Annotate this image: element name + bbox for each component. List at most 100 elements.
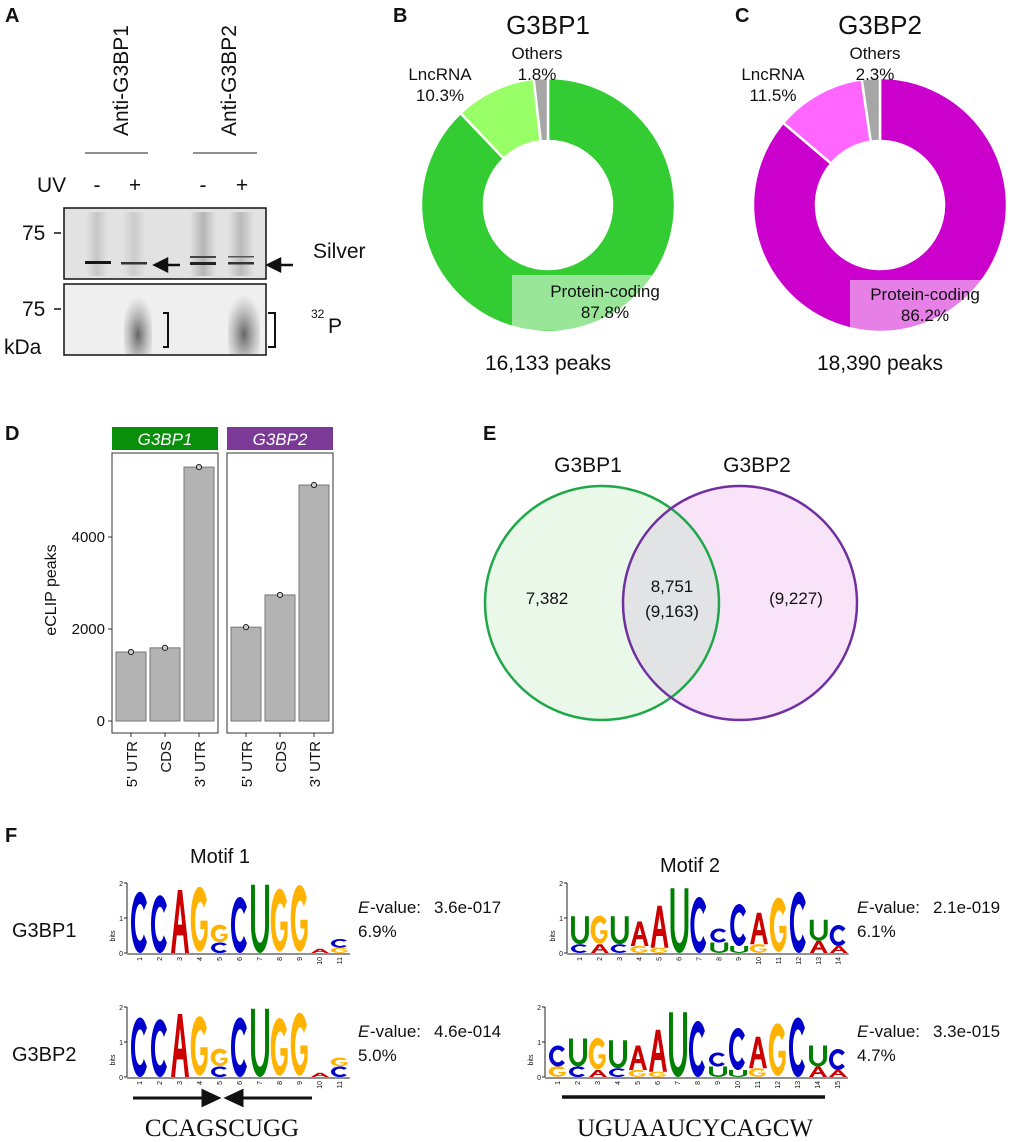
logo-letter-A <box>311 1072 329 1077</box>
x-tick-label: 3' UTR <box>307 741 324 787</box>
donut-total-label: 16,133 peaks <box>485 352 611 375</box>
logo-letter-G <box>588 1037 606 1070</box>
arrow-left-icon <box>265 256 293 274</box>
site-percent: 6.9% <box>358 922 397 941</box>
evalue-suffix: -value: <box>370 898 421 917</box>
site-percent: 5.0% <box>358 1046 397 1065</box>
donut-slice-others <box>532 76 550 143</box>
lane-group-label-2: Anti-G3BP2 <box>218 25 241 136</box>
logo-position-label: 8 <box>716 957 723 961</box>
logo-letter-G <box>290 885 308 952</box>
logo-position-label: 10 <box>735 1081 742 1089</box>
venn-count-g3bp2-only: (9,227) <box>769 589 823 608</box>
bracket-icon <box>268 312 276 348</box>
venn-outline-g3bp1 <box>483 484 721 722</box>
logo-y-tick-label: 0 <box>559 951 563 958</box>
logo-letter-G <box>628 1069 646 1077</box>
logo-letter-G <box>748 1068 766 1077</box>
donut-slice-protein-coding <box>419 76 677 334</box>
logo-position-label: 10 <box>317 1081 324 1089</box>
uv-state-1: - <box>94 174 101 197</box>
slice-percent: 86.2% <box>901 306 949 325</box>
logo-position-label: 11 <box>755 1081 762 1088</box>
evalue-value: 2.1e-019 <box>933 898 1000 917</box>
logo-position-label: 6 <box>655 1081 662 1085</box>
data-point <box>127 648 135 656</box>
logo-letter-C <box>708 1052 725 1067</box>
logo-y-tick-label: 2 <box>559 881 563 888</box>
venn-overlap <box>623 486 719 720</box>
logo-position-label: 7 <box>257 957 264 961</box>
bar <box>115 651 147 722</box>
silver-label: Silver <box>313 240 366 263</box>
logo-position-label: 5 <box>657 957 664 961</box>
band <box>228 262 254 265</box>
logo-letter-C <box>690 897 707 953</box>
label-backdrop <box>512 275 670 330</box>
label-backdrop <box>850 280 1005 333</box>
logo-letter-U <box>251 1008 269 1077</box>
logo-y-tick-label: 0 <box>119 1075 123 1082</box>
logo-position-label: 6 <box>237 1081 244 1085</box>
logo-position-label: 2 <box>157 1081 164 1085</box>
marker-75-p32: 75 <box>22 298 45 321</box>
logo-letter-G <box>648 1071 666 1077</box>
logo-position-label: 13 <box>795 1081 802 1089</box>
silver-lane-4 <box>228 212 254 276</box>
logo-position-label: 15 <box>835 1081 842 1089</box>
logo-letter-U <box>729 1070 747 1077</box>
logo-y-tick-label: 1 <box>119 1040 123 1047</box>
motif-row-label: G3BP2 <box>12 1044 76 1066</box>
slice-label: Protein-coding <box>550 282 660 301</box>
logo-letter-C <box>688 1021 705 1077</box>
bar <box>298 484 330 722</box>
bar <box>183 466 215 722</box>
logo-y-tick-label: 1 <box>559 916 563 923</box>
slice-percent: 1.8% <box>518 65 557 84</box>
logo-letter-U <box>710 942 729 953</box>
logo-letter-C <box>210 1066 227 1077</box>
uv-state-3: - <box>200 174 207 197</box>
logo-letter-U <box>609 1040 627 1069</box>
logo-position-label: 12 <box>775 1081 782 1089</box>
evalue-prefix: E <box>857 898 869 917</box>
facet-label: G3BP2 <box>253 430 308 449</box>
slice-label: Others <box>849 44 900 63</box>
logo-position-label: 4 <box>197 957 204 961</box>
logo-axis-label: bits <box>550 930 557 941</box>
logo-axis-label: bits <box>110 930 117 941</box>
logo-position-label: 6 <box>676 957 683 961</box>
logo-letter-C <box>330 939 347 948</box>
facet-label: G3BP1 <box>138 430 193 449</box>
arrow-left-icon <box>223 1088 312 1108</box>
logo-letter-A <box>829 1070 847 1077</box>
logo-position-label: 3 <box>595 1081 602 1085</box>
logo-position-label: 7 <box>257 1081 264 1085</box>
x-tick-label: CDS <box>273 741 290 773</box>
venn-set-label: G3BP2 <box>723 454 791 477</box>
evalue-suffix: -value: <box>869 898 920 917</box>
venn-count-overlap-alt: (9,163) <box>645 602 699 621</box>
data-point <box>195 463 203 471</box>
logo-letter-C <box>210 942 227 953</box>
motif-title: Motif 1 <box>190 846 250 868</box>
band <box>121 262 147 265</box>
marker-75-silver: 75 <box>22 222 45 245</box>
logo-letter-A <box>590 944 609 953</box>
logo-position-label: 10 <box>756 957 763 965</box>
logo-letter-U <box>610 916 629 945</box>
logo-position-label: 14 <box>836 957 843 965</box>
slice-label: Protein-coding <box>870 285 980 304</box>
logo-position-label: 3 <box>177 957 184 961</box>
x-tick-label: 3' UTR <box>192 741 209 787</box>
logo-letter-C <box>608 1068 625 1077</box>
logo-position-label: 12 <box>796 957 803 965</box>
logo-letter-C <box>130 891 147 953</box>
logo-letter-C <box>789 891 806 953</box>
logo-position-label: 7 <box>696 957 703 961</box>
logo-letter-C <box>828 1049 845 1070</box>
logo-letter-A <box>650 905 669 948</box>
logo-letter-C <box>130 1017 147 1077</box>
y-axis-label: eCLIP peaks <box>43 544 60 635</box>
